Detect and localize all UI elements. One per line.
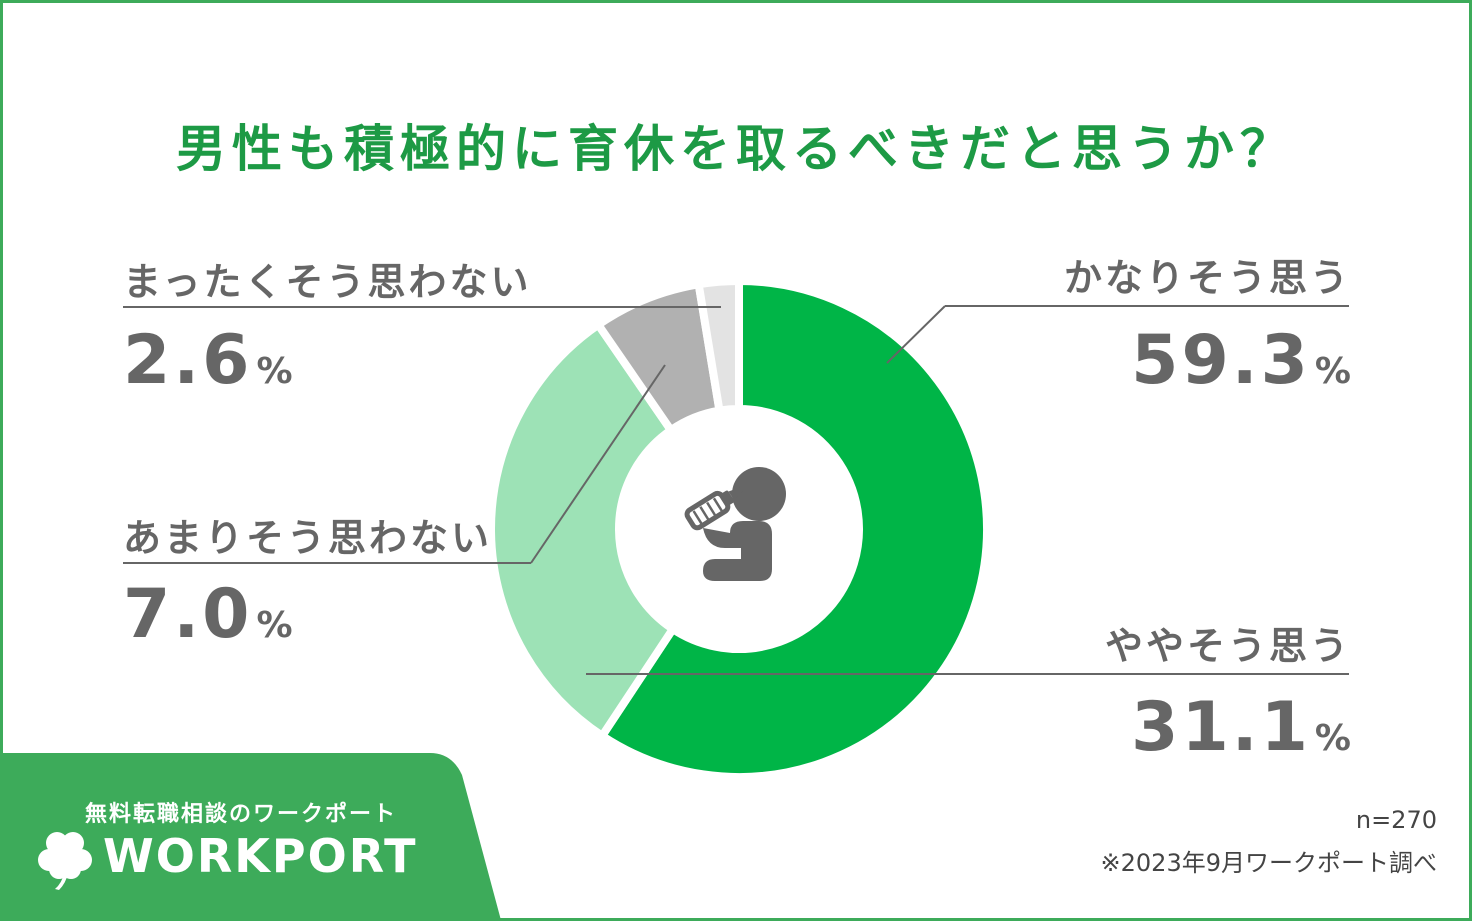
label-strongly-disagree: まったくそう思わない: [123, 260, 532, 304]
label-somewhat-disagree: あまりそう思わない: [123, 516, 493, 560]
brand-tagline: 無料転職相談のワークポート: [85, 802, 398, 827]
leader-somewhat-disagree: [530, 364, 666, 564]
person-with-baby-bottle-icon: [684, 467, 786, 581]
brand-panel: [3, 753, 501, 918]
label-somewhat-agree: ややそう思う: [1104, 624, 1351, 668]
rule-strongly-disagree: [123, 306, 721, 308]
value-somewhat-agree: 31.1%: [1131, 688, 1351, 767]
value-strongly-disagree: 2.6%: [123, 321, 293, 400]
chart-title: 男性も積極的に育休を取るべきだと思うか？: [176, 120, 1296, 178]
value-somewhat-disagree: 7.0%: [123, 575, 293, 654]
slice-somewhat-agree: [487, 319, 679, 742]
label-strongly-agree: かなりそう思う: [1063, 256, 1351, 300]
rule-somewhat-agree: [586, 673, 1349, 675]
leader-strongly-agree: [886, 305, 946, 364]
slice-strongly-disagree: [694, 276, 743, 416]
rule-somewhat-disagree: [123, 562, 531, 564]
donut-chart: [487, 276, 991, 781]
rule-strongly-agree: [945, 305, 1349, 307]
value-strongly-agree: 59.3%: [1131, 321, 1351, 400]
source-note: ※2023年9月ワークポート調べ: [1100, 849, 1437, 877]
sample-size: n=270: [1355, 806, 1437, 834]
brand-logo: WORKPORT: [103, 829, 418, 883]
clover-icon: [38, 832, 92, 890]
slice-strongly-agree: [596, 276, 991, 781]
